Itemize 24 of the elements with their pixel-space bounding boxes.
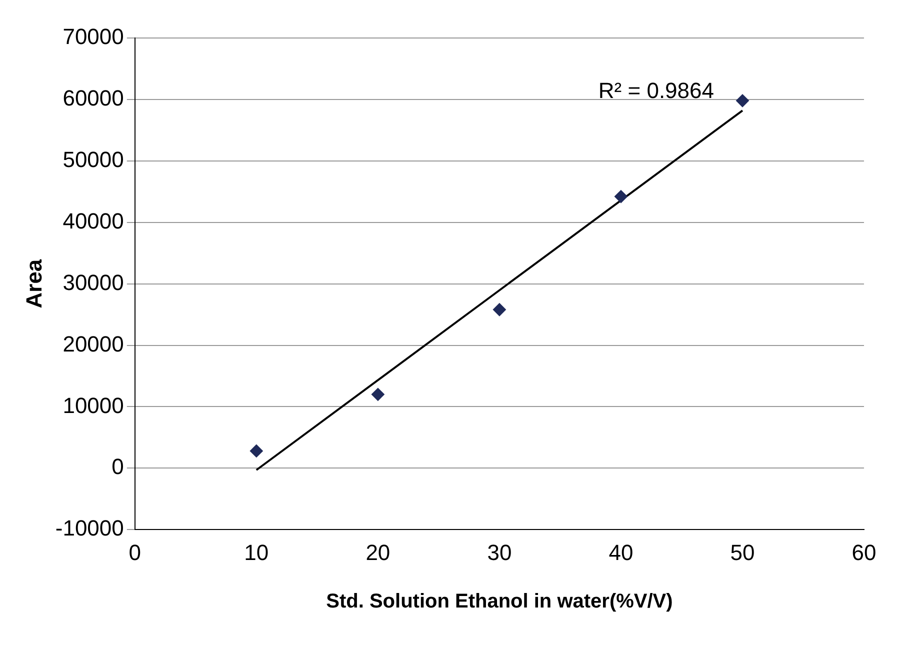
- y-tick-label: 40000: [62, 208, 124, 234]
- y-tick-label: 20000: [62, 331, 124, 356]
- point: [492, 303, 506, 316]
- x-tick-label: 50: [730, 540, 755, 565]
- x-tick-label: 10: [244, 540, 269, 565]
- y-tick-label: 30000: [62, 270, 124, 295]
- y-tick-label: -10000: [55, 516, 124, 541]
- point: [736, 94, 749, 108]
- x-tick-label: 40: [608, 540, 634, 565]
- x-tick-label: 0: [128, 540, 142, 565]
- y-tick-label: 0: [112, 454, 124, 480]
- y-tick-label: 10000: [62, 392, 124, 418]
- x-tick-label: 60: [852, 540, 876, 565]
- y-tick-label: 70000: [62, 24, 124, 50]
- y-tick-label: 60000: [62, 86, 124, 111]
- y-axis-title: Area: [21, 258, 46, 308]
- point: [250, 444, 263, 458]
- point: [371, 388, 384, 401]
- x-tick-label: 30: [487, 540, 512, 565]
- x-axis-title: Std. Solution Ethanol in water(%V/V): [326, 590, 673, 613]
- point: [614, 190, 628, 204]
- annotation: R² = 0.9864: [598, 78, 714, 103]
- x-tick-label: 20: [366, 540, 390, 565]
- y-tick-label: 50000: [62, 146, 124, 172]
